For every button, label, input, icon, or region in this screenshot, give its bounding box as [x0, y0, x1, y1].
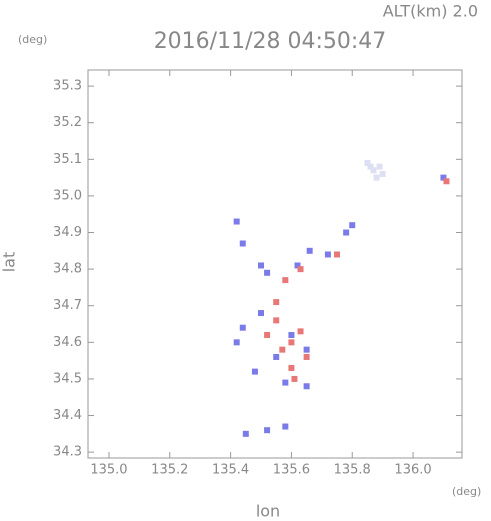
echo-point [264, 332, 271, 339]
echo-point [343, 229, 350, 236]
echo-point [379, 170, 386, 177]
echo-point [364, 159, 371, 166]
y-tick-label: 34.6 [53, 335, 82, 350]
x-axis-label: lon [256, 502, 280, 521]
echo-point [242, 430, 249, 437]
echo-point [279, 346, 286, 353]
x-tick-label: 135.4 [212, 463, 249, 478]
echo-point [251, 368, 258, 375]
echo-point [288, 332, 295, 339]
echo-point [440, 174, 447, 181]
y-tick-label: 35.3 [53, 79, 82, 94]
echo-point [282, 379, 289, 386]
echo-point [297, 328, 304, 335]
echo-point [291, 375, 298, 382]
echo-point [258, 262, 265, 269]
echo-point [288, 339, 295, 346]
x-tick-label: 135.8 [334, 463, 371, 478]
echo-point [324, 251, 331, 258]
echo-point [297, 266, 304, 273]
echo-point [303, 346, 310, 353]
y-axis-label: lat [0, 252, 19, 273]
echo-point [373, 174, 380, 181]
altitude-label: ALT(km) 2.0 [383, 2, 478, 21]
echo-point [370, 167, 377, 174]
x-tick-label: 135.6 [273, 463, 310, 478]
y-tick-label: 35.2 [53, 115, 82, 130]
y-tick-label: 34.7 [53, 298, 82, 313]
y-tick-label: 34.9 [53, 225, 82, 240]
echo-point [288, 364, 295, 371]
echo-point [349, 222, 356, 229]
echo-point [239, 240, 246, 247]
echo-point [303, 353, 310, 360]
echo-point [233, 218, 240, 225]
x-unit: (deg) [452, 485, 481, 498]
y-tick-label: 34.8 [53, 262, 82, 277]
echo-point [376, 163, 383, 170]
echo-point [282, 423, 289, 430]
y-tick-label: 35.0 [53, 188, 82, 203]
echo-point [273, 353, 280, 360]
echo-point [239, 324, 246, 331]
echo-point [233, 339, 240, 346]
x-tick-label: 135.2 [151, 463, 188, 478]
echo-point [273, 299, 280, 306]
chart-title: 2016/11/28 04:50:47 [154, 29, 387, 54]
echo-point [264, 427, 271, 434]
echo-point [334, 251, 341, 258]
x-tick-label: 136.0 [394, 463, 431, 478]
y-tick-label: 34.5 [53, 371, 82, 386]
echo-point [258, 310, 265, 317]
echo-point [367, 163, 374, 170]
echo-point [273, 317, 280, 324]
y-tick-label: 34.3 [53, 445, 82, 460]
y-unit: (deg) [18, 33, 47, 46]
echo-point [282, 277, 289, 284]
echo-point [264, 269, 271, 276]
echo-point [306, 247, 313, 254]
y-tick-label: 35.1 [53, 152, 82, 167]
x-tick-label: 135.0 [90, 463, 127, 478]
echo-point [443, 178, 450, 185]
echo-point [294, 262, 301, 269]
echo-point [303, 383, 310, 390]
y-tick-label: 34.4 [53, 408, 82, 423]
plot-frame [87, 69, 463, 459]
